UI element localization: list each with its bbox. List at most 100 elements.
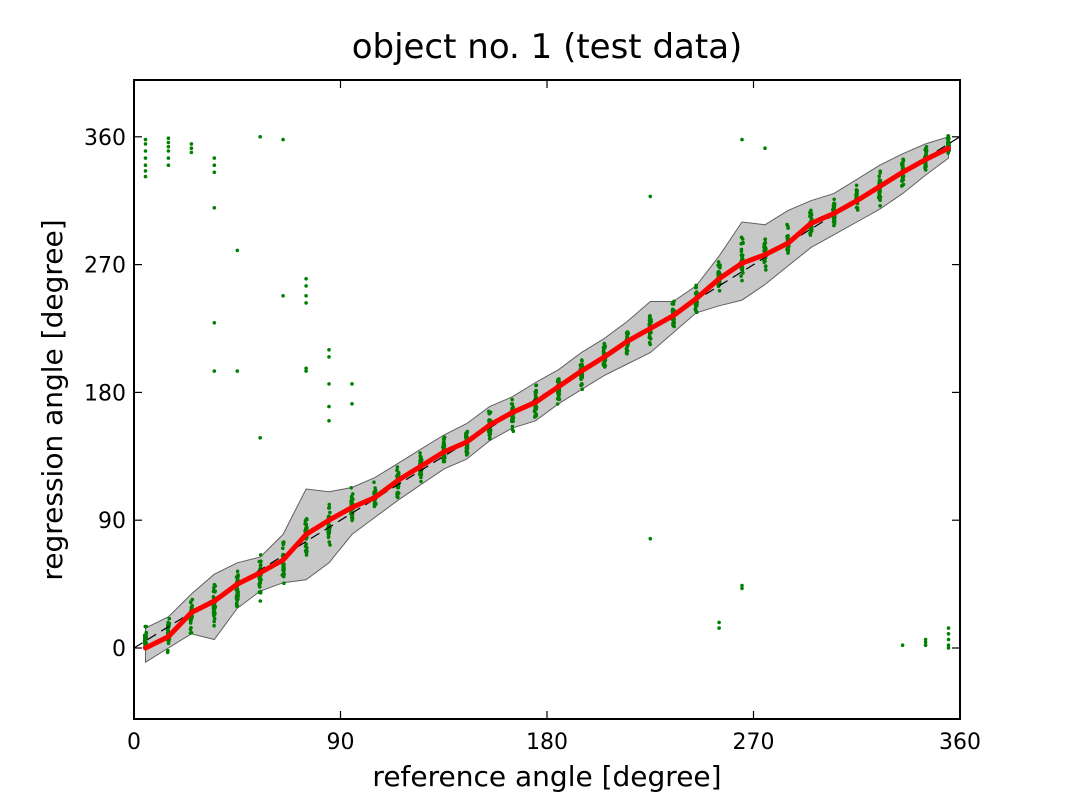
y-tick-label: 180 xyxy=(84,381,126,406)
scatter-point xyxy=(533,394,538,398)
scatter-point xyxy=(213,604,218,609)
scatter-point xyxy=(258,553,263,557)
outlier-point xyxy=(143,163,148,167)
scatter-point xyxy=(878,169,882,173)
scatter-point xyxy=(213,611,217,616)
scatter-point xyxy=(464,450,469,454)
scatter-point xyxy=(511,429,516,434)
scatter-point xyxy=(878,195,883,199)
scatter-point xyxy=(326,535,331,540)
scatter-point xyxy=(236,590,240,594)
outlier-point xyxy=(166,144,171,149)
scatter-point xyxy=(211,607,216,612)
outlier-point xyxy=(166,149,171,153)
scatter-point xyxy=(695,310,699,315)
scatter-point xyxy=(257,583,262,588)
scatter-point xyxy=(327,531,331,536)
outlier-point xyxy=(212,206,217,210)
scatter-point xyxy=(625,333,629,337)
scatter-point xyxy=(305,517,309,522)
scatter-point xyxy=(282,581,286,585)
scatter-point xyxy=(488,430,493,435)
scatter-point xyxy=(786,249,790,253)
scatter-point xyxy=(372,480,376,485)
scatter-point xyxy=(189,631,194,635)
scatter-point xyxy=(190,597,195,602)
scatter-point xyxy=(373,488,378,493)
scatter-point xyxy=(718,263,722,267)
scatter-point xyxy=(487,419,492,423)
mean-line-layer xyxy=(143,145,951,651)
x-tick-label: 180 xyxy=(526,730,568,755)
outlier-point xyxy=(923,640,928,645)
scatter-point xyxy=(441,445,445,449)
scatter-point xyxy=(464,433,468,437)
x-tick-label: 360 xyxy=(939,730,981,755)
scatter-point xyxy=(166,641,171,646)
scatter-point xyxy=(328,543,332,547)
scatter-point xyxy=(511,405,515,409)
scatter-point xyxy=(212,616,217,621)
x-tick-label: 0 xyxy=(127,730,141,755)
outlier-point xyxy=(946,643,951,647)
scatter-point xyxy=(695,303,699,308)
scatter-point xyxy=(924,145,929,149)
x-axis-title: reference angle [degree] xyxy=(372,760,721,793)
outlier-point xyxy=(350,402,354,406)
scatter-point xyxy=(649,317,653,322)
scatter-point xyxy=(647,340,652,345)
scatter-point xyxy=(395,468,399,473)
outlier-point xyxy=(212,321,217,325)
scatter-point xyxy=(257,590,262,595)
outlier-point xyxy=(327,404,331,409)
outlier-point xyxy=(717,620,721,625)
scatter-point xyxy=(855,188,859,193)
scatter-point xyxy=(281,540,285,545)
scatter-point xyxy=(304,522,309,527)
scatter-point xyxy=(532,409,537,414)
scatter-point xyxy=(166,648,170,653)
outlier-point xyxy=(740,586,744,591)
scatter-point xyxy=(556,378,560,383)
scatter-point xyxy=(464,446,469,450)
scatter-point xyxy=(854,183,859,188)
scatter-point xyxy=(351,492,355,496)
scatter-point xyxy=(510,424,515,429)
y-tick-label: 90 xyxy=(98,509,126,534)
outlier-point xyxy=(258,436,263,440)
scatter-point xyxy=(831,220,836,224)
outlier-point xyxy=(281,294,285,298)
scatter-point xyxy=(763,264,768,269)
outlier-point xyxy=(212,369,217,373)
outlier-point xyxy=(304,277,308,281)
x-axis-ticks: 0 90 180 270 360 xyxy=(127,80,981,755)
scatter-point xyxy=(580,358,584,362)
outlier-point xyxy=(143,149,148,153)
scatter-point xyxy=(764,268,768,272)
scatter-point xyxy=(946,137,951,141)
outlier-point xyxy=(900,643,905,647)
scatter-point xyxy=(236,573,240,577)
scatter-point xyxy=(166,628,170,633)
scatter-point xyxy=(739,274,743,278)
scatter-point xyxy=(832,197,836,202)
scatter-point xyxy=(716,260,721,264)
scatter-point xyxy=(625,349,630,353)
chart-title: object no. 1 (test data) xyxy=(352,27,743,67)
scatter-point xyxy=(395,465,400,469)
scatter-point xyxy=(831,203,836,208)
scatter-point xyxy=(486,409,491,414)
scatter-point xyxy=(555,402,560,406)
scatter-point xyxy=(785,222,789,227)
scatter-point xyxy=(258,563,263,568)
outlier-point xyxy=(327,348,331,352)
scatter-point xyxy=(167,622,171,627)
scatter-point xyxy=(281,565,286,570)
scatter-point xyxy=(763,241,767,245)
scatter-point xyxy=(555,397,560,401)
outlier-point xyxy=(304,284,308,288)
scatter-point xyxy=(741,271,745,275)
outlier-point xyxy=(143,174,148,179)
outlier-point xyxy=(327,355,331,359)
